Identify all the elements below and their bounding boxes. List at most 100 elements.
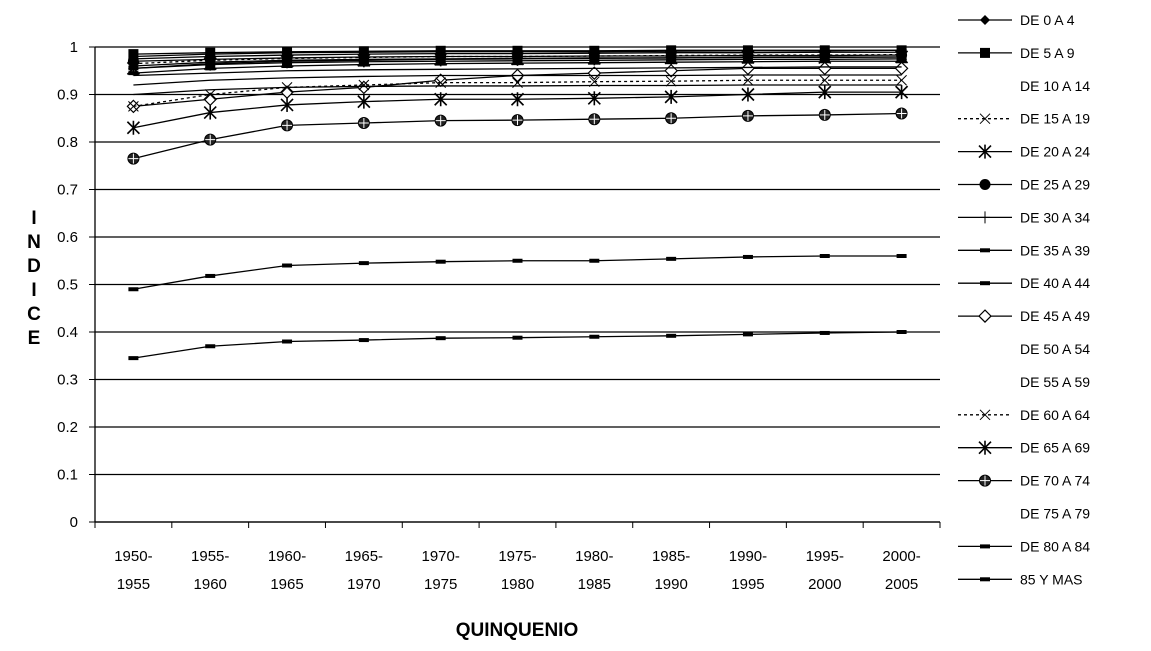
data-point bbox=[665, 75, 677, 87]
legend-item: DE 60 A 64 bbox=[958, 407, 1090, 423]
legend-item: DE 15 A 19 bbox=[958, 111, 1090, 127]
data-point bbox=[127, 152, 140, 165]
data-point bbox=[819, 59, 830, 64]
data-point bbox=[282, 46, 293, 57]
legend-item: DE 20 A 24 bbox=[958, 144, 1090, 160]
legend-item: DE 0 A 4 bbox=[958, 12, 1075, 28]
data-point bbox=[589, 334, 600, 339]
data-point bbox=[665, 112, 678, 125]
series-de-60-a-64 bbox=[128, 74, 907, 112]
data-point bbox=[205, 344, 216, 349]
data-point bbox=[358, 46, 369, 57]
data-point bbox=[358, 79, 370, 91]
x-tick-label: 1985-1990 bbox=[652, 548, 690, 593]
legend-label: DE 70 A 74 bbox=[1020, 473, 1090, 489]
data-point bbox=[896, 254, 907, 258]
y-tick-label: 0.7 bbox=[57, 182, 78, 199]
data-point bbox=[895, 85, 909, 100]
legend-item: DE 45 A 49 bbox=[958, 308, 1090, 324]
data-point bbox=[280, 97, 294, 112]
legend-marker bbox=[979, 409, 991, 421]
series-de-50-a-54 bbox=[133, 74, 902, 86]
data-point bbox=[894, 61, 909, 76]
data-point bbox=[357, 94, 371, 109]
legend-label: 85 Y MAS bbox=[1020, 571, 1083, 587]
y-tick-label: 0.4 bbox=[57, 324, 78, 341]
series-de-55-a-59 bbox=[133, 84, 902, 96]
data-point bbox=[896, 56, 907, 61]
data-point bbox=[205, 47, 216, 58]
data-point bbox=[358, 261, 369, 266]
data-point bbox=[895, 107, 908, 120]
data-point bbox=[435, 45, 446, 56]
data-point bbox=[589, 60, 600, 65]
data-point bbox=[512, 45, 523, 56]
data-point bbox=[741, 87, 755, 102]
y-tick-label: 0 bbox=[70, 514, 78, 531]
legend-marker bbox=[978, 440, 992, 455]
legend: DE 0 A 4 DE 5 A 9 DE 10 A 14 DE 15 A 19 DE 2… bbox=[958, 12, 1090, 587]
y-tick-label: 0.2 bbox=[57, 419, 78, 436]
data-point bbox=[282, 339, 293, 344]
series-de-65-a-69 bbox=[126, 85, 909, 135]
x-axis-title: QUINQUENIO bbox=[456, 620, 578, 641]
legend-marker bbox=[979, 474, 991, 487]
legend-marker bbox=[978, 309, 992, 323]
data-point bbox=[896, 74, 907, 86]
series-de-75-a-79 bbox=[133, 66, 902, 77]
y-tick-label: 0.8 bbox=[57, 134, 78, 151]
data-point bbox=[742, 332, 753, 337]
data-point bbox=[357, 117, 370, 129]
x-tick-labels: 1950-1955 1955-1960 1960-1965 1965-1970 1970… bbox=[114, 548, 921, 593]
data-point bbox=[128, 49, 139, 60]
data-point bbox=[435, 59, 446, 64]
legend-label: DE 55 A 59 bbox=[1020, 374, 1090, 390]
series-85-y-mas bbox=[128, 330, 907, 361]
data-point bbox=[666, 60, 677, 65]
data-point bbox=[128, 356, 139, 361]
legend-label: DE 25 A 29 bbox=[1020, 177, 1090, 193]
y-tick-label: 0.1 bbox=[57, 467, 78, 484]
legend-label: DE 65 A 69 bbox=[1020, 440, 1090, 456]
x-tick-label: 1980-1985 bbox=[575, 548, 613, 593]
data-point bbox=[282, 64, 293, 68]
legend-label: DE 50 A 54 bbox=[1020, 341, 1090, 357]
legend-item: DE 65 A 69 bbox=[958, 440, 1090, 456]
legend-label: DE 60 A 64 bbox=[1020, 407, 1090, 423]
data-point bbox=[126, 120, 140, 135]
data-point bbox=[203, 92, 218, 107]
y-tick-label: 1 bbox=[70, 39, 78, 56]
legend-marker bbox=[980, 47, 990, 58]
y-tick-labels: 0 0.1 0.2 0.3 0.4 0.5 0.6 0.7 0.8 0.9 1 bbox=[57, 39, 78, 531]
legend-item: 85 Y MAS bbox=[958, 571, 1083, 587]
legend-marker bbox=[980, 211, 990, 224]
series-line bbox=[133, 84, 902, 96]
series-line bbox=[133, 74, 902, 86]
data-point bbox=[742, 57, 753, 62]
data-point bbox=[128, 287, 139, 292]
data-point bbox=[281, 82, 293, 93]
legend-item: DE 35 A 39 bbox=[958, 242, 1090, 258]
data-point bbox=[666, 45, 677, 56]
legend-item: DE 10 A 14 bbox=[1020, 78, 1090, 94]
data-point bbox=[818, 85, 832, 100]
legend-label: DE 35 A 39 bbox=[1020, 242, 1090, 258]
data-point bbox=[819, 330, 830, 335]
data-point bbox=[435, 77, 447, 88]
legend-label: DE 80 A 84 bbox=[1020, 538, 1090, 554]
data-point bbox=[128, 101, 139, 112]
axes bbox=[89, 46, 941, 528]
legend-marker bbox=[978, 144, 992, 159]
data-point bbox=[589, 258, 600, 263]
data-point bbox=[819, 74, 831, 86]
data-point bbox=[510, 92, 525, 107]
data-point bbox=[435, 336, 446, 341]
data-point bbox=[742, 74, 754, 86]
data-point bbox=[205, 273, 216, 278]
data-point bbox=[204, 89, 216, 100]
series-de-80-a-84 bbox=[128, 254, 907, 292]
x-tick-label: 1990-1995 bbox=[729, 548, 767, 593]
